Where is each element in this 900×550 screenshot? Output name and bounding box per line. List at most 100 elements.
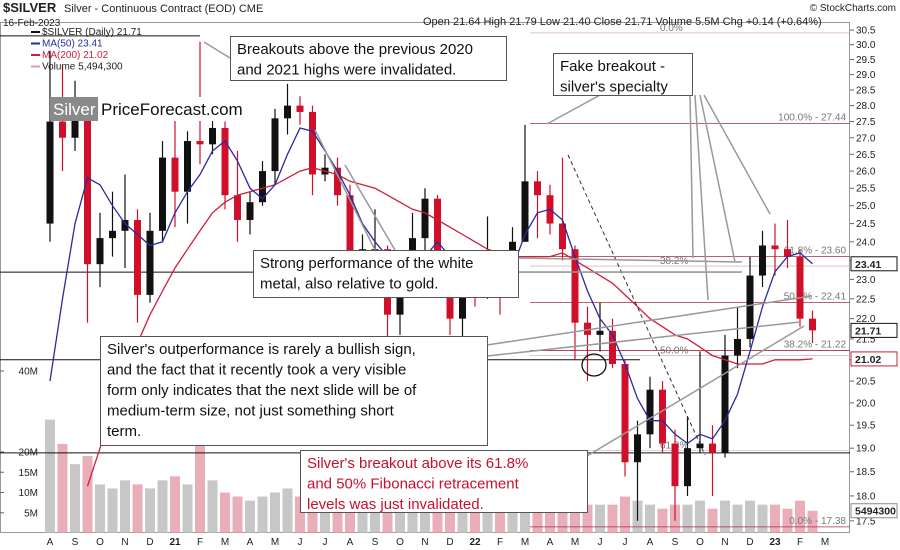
volume-bar [70,464,80,533]
volume-bar [770,504,780,533]
value-box-label: 21.71 [855,325,881,337]
y-tick-label: 26.5 [856,150,876,161]
volume-bar [407,500,418,533]
volume-bar [807,510,818,533]
y-tick-label: 21.5 [856,334,876,345]
fib-label: 100.0% - 27.44 [778,112,846,123]
y-tick-label: 27.0 [856,133,876,144]
fib-label: 50.0% - 22.41 [784,291,847,302]
value-box-label: 23.41 [855,259,881,271]
candle-body [746,275,754,339]
annotation-text: Strong performance of the white [260,255,473,272]
volume-bar [720,500,730,533]
y-tick-label: 27.5 [856,117,876,128]
volume-bar [657,508,668,533]
highlight-circle [581,353,607,377]
y-tick-label: 26.0 [856,167,876,178]
volume-bar [295,496,305,533]
annotation-text: silver's specialty [560,79,668,96]
x-tick-label: M [521,537,529,548]
x-tick-label: F [497,537,503,548]
candle-body [596,330,604,335]
candle-body [284,105,291,119]
y-tick-label: 29.5 [856,55,876,66]
volume-bar [432,496,443,533]
legend-label: MA(200) 21.02 [42,50,109,61]
annotation-text: levels was just invalidated. [307,496,484,513]
candle-body [84,111,91,265]
candle-body [196,141,204,145]
fib-label: 61.8% - 23.60 [784,246,847,257]
watermark-left-bg [50,97,98,121]
watermark-left: Silver [53,100,96,119]
x-tick-label: N [721,537,728,548]
x-tick-label: M [271,537,279,548]
volume-bar [357,500,368,533]
x-tick-label: A [347,537,354,548]
volume-bar [482,500,493,533]
y-tick-label: 22.0 [856,314,876,325]
volume-bar [257,496,268,533]
fib-label: 0.0% [660,23,683,34]
x-tick-label: A [647,537,654,548]
volume-bar [570,500,580,533]
value-box [850,256,898,272]
candle-body [734,338,741,356]
candle-body [621,363,629,463]
x-tick-label: O [396,537,404,548]
x-tick-label: F [797,537,803,548]
callout-line [517,257,743,263]
volume-bar [582,504,593,533]
volume-bar [132,484,143,533]
y-tick-label: 17.5 [856,516,876,527]
candle-body [346,195,354,253]
volume-bar [107,488,118,533]
candle-body [296,105,304,112]
quote: Open 21.64 High 21.79 Low 21.40 Close 21… [423,16,822,28]
callout-line [486,321,801,357]
x-tick-label: N [421,537,428,548]
volume-bar [120,480,130,533]
x-tick-label: M [571,537,579,548]
volume-bar [420,496,430,533]
x-tick-label: 21 [169,537,181,548]
callout-line [689,94,694,259]
volume-bar [195,443,205,533]
fib-label: 0.0% - 17.38 [789,516,846,527]
volume-bar [732,504,743,533]
volume-bar [332,500,343,533]
candle-body [109,230,116,239]
candle-body [246,202,254,220]
x-tick-label: S [372,537,379,548]
y-tick-label: 20.0 [856,398,876,409]
y-tick-label: 22.5 [856,294,876,305]
x-tick-label: A [47,537,54,548]
x-tick-label: A [547,537,554,548]
candle-body [234,195,241,220]
volume-bar [232,496,243,533]
y2-tick-label: 10M [19,488,38,499]
callout-line [314,129,376,251]
candle-body [46,121,54,224]
y2-tick-label: 40M [19,367,38,378]
candle-body [121,219,129,231]
legend-label: Volume 5,494,300 [42,62,123,73]
value-box [850,351,898,367]
candle-body [334,167,341,196]
volume-bar [745,500,755,533]
volume-bar [270,492,280,533]
x-tick-label: S [672,537,679,548]
candle-body [696,443,704,449]
candle-body [96,238,104,265]
y-tick-label: 28.0 [856,101,876,112]
x-tick-label: D [446,537,453,548]
y-tick-label: 25.0 [856,201,876,212]
candle-body [721,355,729,453]
candle-body [434,198,441,276]
volume-bar [695,500,705,533]
callout-line [694,94,709,301]
description: Silver - Continuous Contract (EOD) CME [64,3,263,15]
x-tick-label: J [323,537,328,548]
candle-body [271,118,279,172]
annotation-text: Breakouts above the previous 2020 [237,41,473,58]
